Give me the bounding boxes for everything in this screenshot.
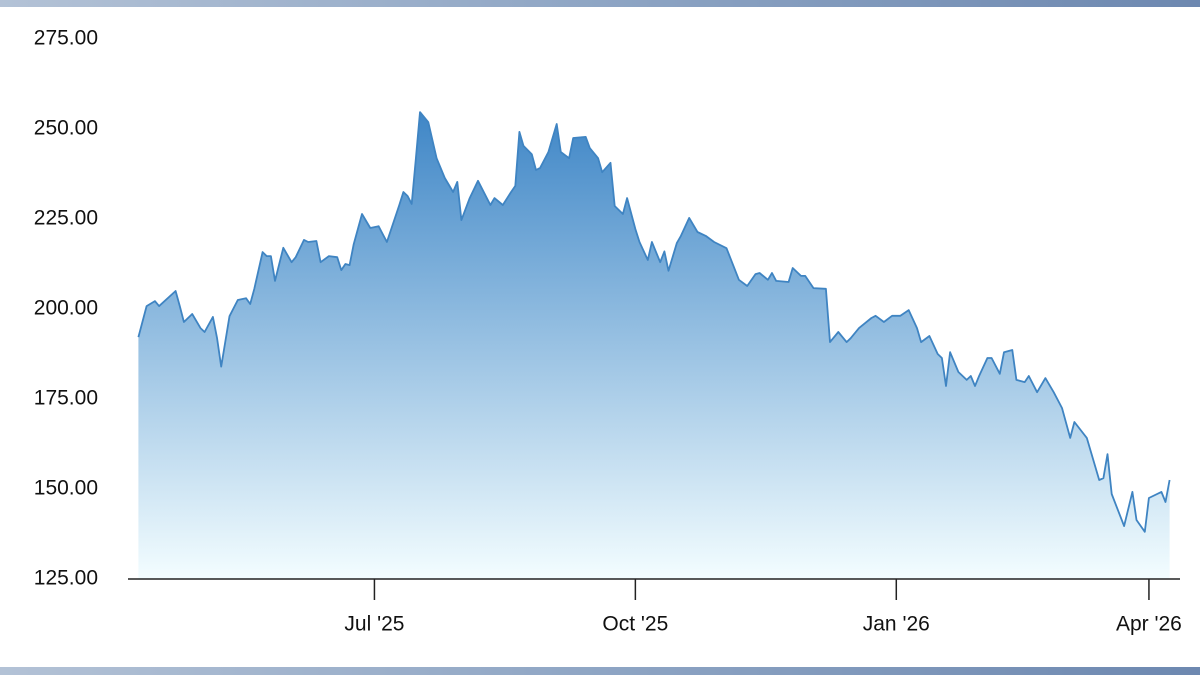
- x-tick-label: Apr '26: [1116, 613, 1182, 636]
- y-tick-label: 175.00: [34, 387, 98, 410]
- top-band: [0, 0, 1200, 7]
- y-tick-label: 200.00: [34, 297, 98, 320]
- price-line: [137, 111, 1171, 533]
- y-tick-label: 275.00: [34, 27, 98, 50]
- x-tick-label: Oct '25: [602, 613, 668, 636]
- bottom-band: [0, 667, 1200, 675]
- y-tick-label: 250.00: [34, 117, 98, 140]
- y-tick-label: 225.00: [34, 207, 98, 230]
- y-tick-label: 125.00: [34, 567, 98, 590]
- x-tick-label: Jan '26: [863, 613, 930, 636]
- area-fill: [138, 112, 1170, 579]
- x-tick-label: Jul '25: [344, 613, 404, 636]
- y-tick-label: 150.00: [34, 477, 98, 500]
